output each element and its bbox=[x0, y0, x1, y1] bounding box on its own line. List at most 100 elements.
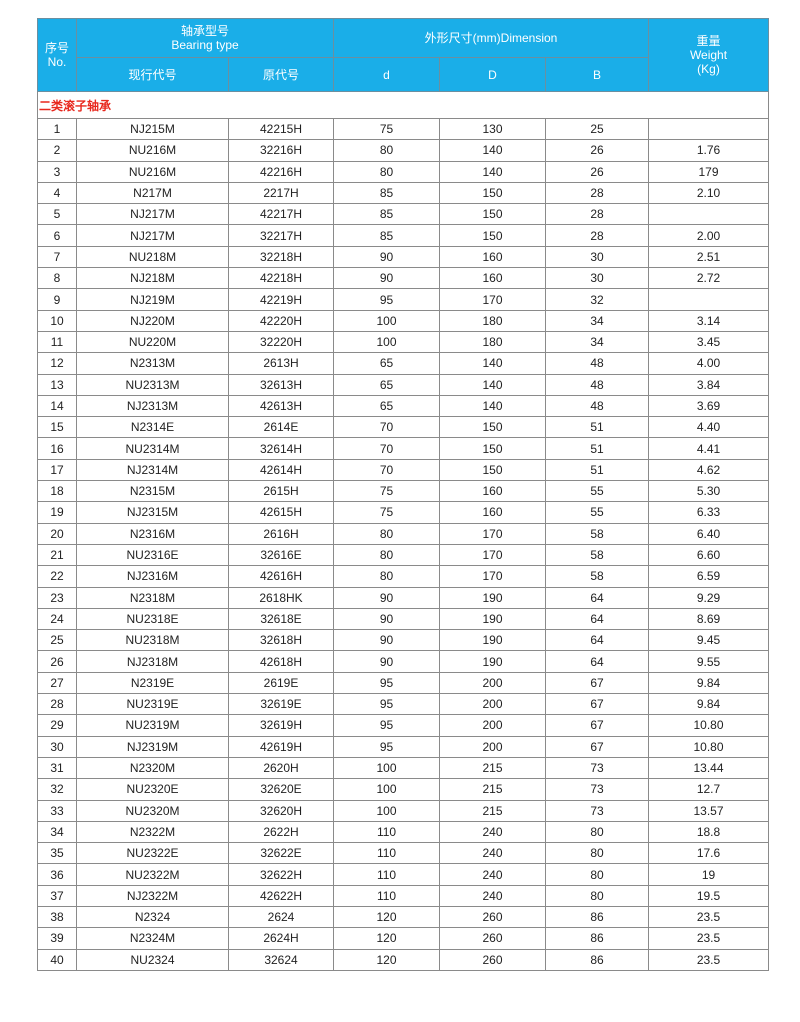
weight: 4.41 bbox=[648, 437, 770, 460]
header-no: 序号 No. bbox=[37, 18, 77, 92]
dim-B: 55 bbox=[545, 501, 650, 524]
row-no: 6 bbox=[37, 224, 77, 247]
dim-D: 160 bbox=[439, 480, 547, 503]
weight: 6.33 bbox=[648, 501, 770, 524]
table-row: 36 NU2322M 32622H 110 240 80 19 bbox=[37, 863, 770, 886]
dim-D: 180 bbox=[439, 309, 547, 332]
dim-D: 150 bbox=[439, 416, 547, 439]
original-code: 32624 bbox=[227, 948, 335, 971]
current-code: NJ218M bbox=[76, 267, 229, 290]
current-code: NU2313M bbox=[76, 373, 229, 396]
dim-D: 150 bbox=[439, 224, 547, 247]
row-no: 22 bbox=[37, 565, 77, 588]
dim-d: 120 bbox=[333, 927, 441, 950]
row-no: 27 bbox=[37, 671, 77, 695]
weight: 6.60 bbox=[648, 543, 770, 567]
dim-d: 100 bbox=[333, 799, 441, 822]
weight: 19.5 bbox=[648, 884, 770, 907]
original-code: 32618H bbox=[227, 629, 335, 652]
section-title: 二类滚子轴承 bbox=[36, 91, 770, 119]
current-code: N2314E bbox=[76, 416, 229, 439]
row-no: 12 bbox=[37, 352, 77, 375]
weight: 3.84 bbox=[648, 373, 770, 396]
weight: 5.30 bbox=[648, 480, 770, 503]
dim-D: 240 bbox=[439, 863, 547, 886]
dim-D: 260 bbox=[439, 927, 547, 950]
current-code: NU220M bbox=[76, 330, 229, 354]
header-current-code: 现行代号 bbox=[76, 57, 229, 92]
dim-d: 65 bbox=[333, 373, 441, 396]
weight: 6.40 bbox=[648, 522, 770, 545]
row-no: 3 bbox=[37, 160, 77, 183]
dim-d: 100 bbox=[333, 309, 441, 332]
current-code: N2324M bbox=[76, 927, 229, 950]
dim-d: 90 bbox=[333, 629, 441, 652]
row-no: 17 bbox=[37, 458, 77, 482]
current-code: NU216M bbox=[76, 160, 229, 183]
weight: 3.45 bbox=[648, 330, 770, 354]
original-code: 42215H bbox=[227, 117, 335, 141]
original-code: 32613H bbox=[227, 373, 335, 396]
row-no: 10 bbox=[37, 309, 77, 332]
original-code: 42220H bbox=[227, 309, 335, 332]
dim-D: 215 bbox=[439, 756, 547, 780]
row-no: 18 bbox=[37, 480, 77, 503]
dim-D: 160 bbox=[439, 501, 547, 524]
table-row: 25 NU2318M 32618H 90 190 64 9.45 bbox=[37, 629, 770, 652]
original-code: 42219H bbox=[227, 288, 335, 311]
dim-d: 100 bbox=[333, 756, 441, 780]
dim-B: 48 bbox=[545, 394, 650, 418]
row-no: 4 bbox=[37, 181, 77, 205]
dim-B: 64 bbox=[545, 607, 650, 631]
table-row: 12 N2313M 2613H 65 140 48 4.00 bbox=[37, 352, 770, 375]
current-code: NU2318M bbox=[76, 629, 229, 652]
dim-D: 200 bbox=[439, 714, 547, 737]
row-no: 38 bbox=[37, 905, 77, 929]
original-code: 42216H bbox=[227, 160, 335, 183]
dim-B: 80 bbox=[545, 842, 650, 865]
weight: 4.40 bbox=[648, 416, 770, 439]
dim-B: 26 bbox=[545, 139, 650, 162]
table-row: 20 N2316M 2616H 80 170 58 6.40 bbox=[37, 522, 770, 545]
dim-D: 140 bbox=[439, 139, 547, 162]
current-code: NJ2313M bbox=[76, 394, 229, 418]
table-row: 38 N2324 2624 120 260 86 23.5 bbox=[37, 905, 770, 929]
dim-B: 67 bbox=[545, 671, 650, 695]
header-weight: 重量 Weight (Kg) bbox=[648, 18, 770, 92]
dim-d: 110 bbox=[333, 842, 441, 865]
original-code: 32622H bbox=[227, 863, 335, 886]
dim-D: 215 bbox=[439, 799, 547, 822]
dim-d: 70 bbox=[333, 416, 441, 439]
table-row: 11 NU220M 32220H 100 180 34 3.45 bbox=[37, 330, 770, 354]
weight: 4.62 bbox=[648, 458, 770, 482]
weight: 9.29 bbox=[648, 586, 770, 609]
dim-D: 240 bbox=[439, 884, 547, 907]
table-row: 29 NU2319M 32619H 95 200 67 10.80 bbox=[37, 714, 770, 737]
original-code: 2624 bbox=[227, 905, 335, 929]
dim-D: 190 bbox=[439, 586, 547, 609]
weight: 13.57 bbox=[648, 799, 770, 822]
table-row: 23 N2318M 2618HK 90 190 64 9.29 bbox=[37, 586, 770, 609]
original-code: 42217H bbox=[227, 203, 335, 226]
table-row: 26 NJ2318M 42618H 90 190 64 9.55 bbox=[37, 650, 770, 673]
weight bbox=[648, 288, 770, 311]
table-row: 6 NJ217M 32217H 85 150 28 2.00 bbox=[37, 224, 770, 247]
table-row: 30 NJ2319M 42619H 95 200 67 10.80 bbox=[37, 735, 770, 758]
row-no: 40 bbox=[37, 948, 77, 971]
weight: 3.14 bbox=[648, 309, 770, 332]
dim-D: 240 bbox=[439, 820, 547, 844]
row-no: 31 bbox=[37, 756, 77, 780]
current-code: N2313M bbox=[76, 352, 229, 375]
current-code: NJ2322M bbox=[76, 884, 229, 907]
original-code: 2217H bbox=[227, 181, 335, 205]
dim-D: 200 bbox=[439, 693, 547, 716]
dim-d: 120 bbox=[333, 948, 441, 971]
original-code: 32217H bbox=[227, 224, 335, 247]
row-no: 20 bbox=[37, 522, 77, 545]
weight: 1.76 bbox=[648, 139, 770, 162]
weight bbox=[648, 117, 770, 141]
header-bearing-type: 轴承型号 Bearing type bbox=[75, 18, 335, 58]
dim-D: 260 bbox=[439, 948, 547, 971]
dim-d: 90 bbox=[333, 650, 441, 673]
dim-B: 32 bbox=[545, 288, 650, 311]
